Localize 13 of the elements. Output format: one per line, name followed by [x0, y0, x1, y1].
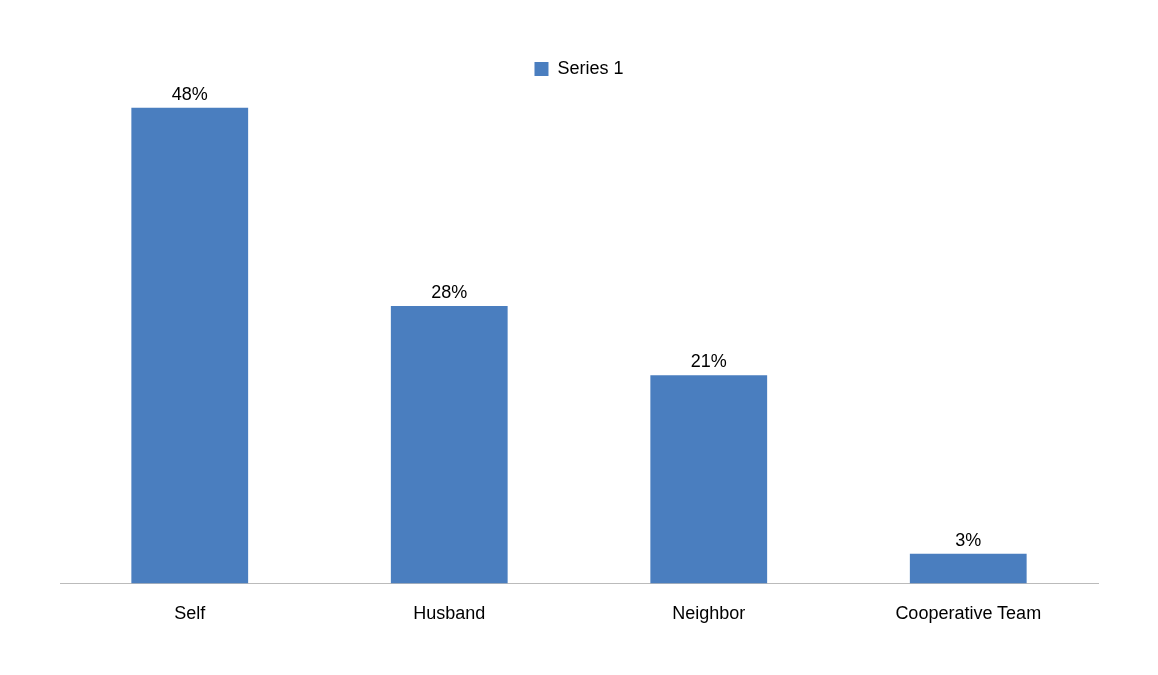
data-label: 3% [955, 529, 982, 550]
x-tick-label: Cooperative Team [895, 603, 1042, 624]
data-label: 28% [431, 281, 468, 302]
bar [650, 375, 768, 584]
x-tick-label: Self [174, 603, 207, 624]
x-tick-label: Husband [413, 603, 486, 624]
data-label: 21% [690, 351, 727, 372]
bar [909, 553, 1027, 584]
x-tick-label: Neighbor [672, 603, 746, 624]
data-label: 48% [171, 83, 208, 104]
legend-label: Series 1 [557, 57, 624, 78]
bar [390, 305, 508, 584]
bar [131, 107, 249, 584]
